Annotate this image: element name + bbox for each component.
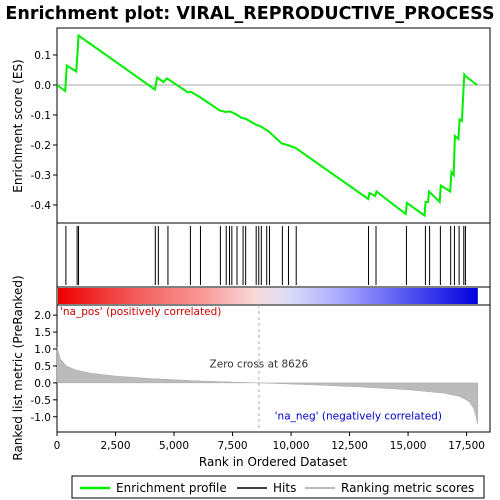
x-axis-label: Rank in Ordered Dataset xyxy=(199,455,347,469)
enrichment-score-panel: 0.1 0.0 -0.1 -0.2 -0.3 -0.4 xyxy=(31,27,491,224)
x-tick-label: 12,500 xyxy=(331,440,368,452)
top-y-tick-label: -0.3 xyxy=(31,170,52,182)
x-tick-label: 15,000 xyxy=(390,440,427,452)
y-axis-label-bottom: Ranked list metric (PreRanked) xyxy=(11,275,25,460)
zero-cross-label: Zero cross at 8626 xyxy=(210,359,309,371)
x-tick-label: 10,000 xyxy=(273,440,310,452)
bottom-y-tick-label: 2.0 xyxy=(34,310,51,322)
bottom-y-tick-label: 0.0 xyxy=(34,378,51,390)
bottom-y-tick-label: -1.0 xyxy=(31,412,52,424)
x-tick-label: 2,500 xyxy=(100,440,130,452)
rank-gradient-bar xyxy=(56,286,491,306)
positive-label: 'na_pos' (positively correlated) xyxy=(60,306,221,318)
negative-label: 'na_neg' (negatively correlated) xyxy=(275,410,442,422)
ranked-metric-panel: Zero cross at 8626 'na_pos' (positively … xyxy=(31,304,491,433)
legend: Enrichment profile Hits Ranking metric s… xyxy=(71,475,485,499)
x-tick-label: 7,500 xyxy=(218,440,248,452)
top-y-tick-label: 0.0 xyxy=(34,80,51,92)
legend-label-enrichment: Enrichment profile xyxy=(116,481,227,495)
bottom-y-tick-label: 1.5 xyxy=(34,327,51,339)
bottom-y-tick-label: 0.5 xyxy=(34,361,51,373)
legend-label-hits: Hits xyxy=(273,481,296,495)
top-y-tick-label: -0.4 xyxy=(31,200,52,212)
y-axis-label-top: Enrichment score (ES) xyxy=(11,59,25,192)
top-y-tick-label: -0.1 xyxy=(31,110,52,122)
x-tick-label: 0 xyxy=(54,440,61,452)
chart-title: Enrichment plot: VIRAL_REPRODUCTIVE_PROC… xyxy=(5,4,494,24)
ranking-metric-area xyxy=(56,347,479,425)
top-y-tick-label: 0.1 xyxy=(34,50,51,62)
enrichment-profile-line xyxy=(56,33,478,218)
bottom-y-tick-label: 1.0 xyxy=(34,344,51,356)
hits-panel xyxy=(56,222,491,288)
bottom-y-tick-label: -0.5 xyxy=(31,395,52,407)
top-y-tick-label: -0.2 xyxy=(31,140,52,152)
x-tick-label: 17,500 xyxy=(448,440,485,452)
x-tick-label: 5,000 xyxy=(159,440,189,452)
legend-label-metric: Ranking metric scores xyxy=(341,481,474,495)
